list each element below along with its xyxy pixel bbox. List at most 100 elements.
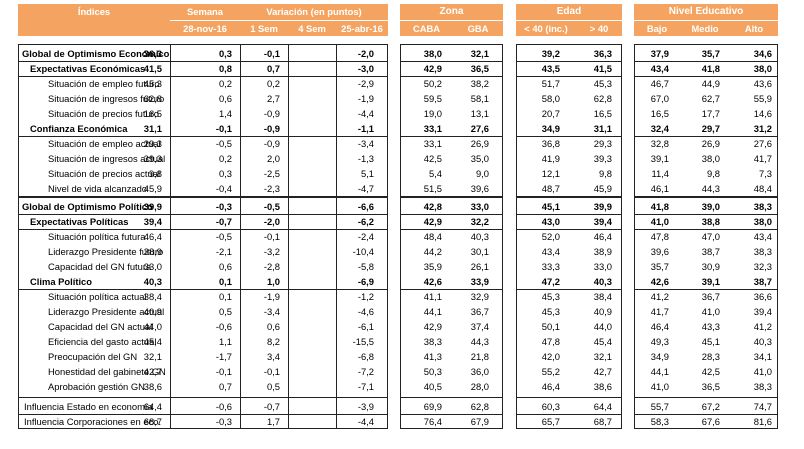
column-divider (240, 44, 241, 197)
cell-bajo: 47,8 (650, 231, 669, 242)
cell-v1: 0,2 (218, 153, 232, 164)
cell-vd: -3,0 (357, 63, 374, 74)
cell-bajo: 46,7 (650, 78, 669, 89)
cell-semana: 29,3 (143, 138, 162, 149)
cell-caba: 42,8 (423, 201, 442, 212)
gba-header: GBA (467, 23, 489, 34)
cell-bajo: 32,8 (650, 138, 669, 149)
cell-gba: 36,7 (470, 306, 489, 317)
edad-header: Edad < 40 (inc.) > 40 (516, 4, 622, 36)
cell-v4: 2,0 (266, 153, 280, 164)
cell-medio: 28,3 (701, 351, 720, 362)
cell-vd: -3,4 (357, 138, 374, 149)
cell-v4: -0,1 (263, 48, 280, 59)
cell-gba: 40,3 (470, 231, 489, 242)
cell-e2: 36,3 (593, 48, 612, 59)
row-label: Situación de ingresos actual (48, 153, 166, 164)
cell-alto: 48,4 (753, 183, 772, 194)
cell-v1: -0,6 (215, 321, 232, 332)
cell-semana: 46,4 (143, 231, 162, 242)
cell-medio: 39,1 (701, 276, 720, 287)
cell-v1: 0,6 (218, 261, 232, 272)
row-separator (400, 289, 503, 290)
cell-semana: 62,8 (143, 93, 162, 104)
cell-v4: 1,0 (266, 276, 280, 287)
cell-gba: 33,9 (470, 276, 489, 287)
cell-medio: 44,3 (701, 183, 720, 194)
cell-e2: 39,9 (593, 201, 612, 212)
cell-caba: 42,9 (423, 63, 442, 74)
section-frame (400, 44, 503, 197)
row-separator (516, 61, 622, 62)
cell-bajo: 42,6 (650, 276, 669, 287)
cell-caba: 42,9 (423, 216, 442, 227)
cell-e2: 68,7 (593, 416, 612, 427)
cell-medio: 9,8 (706, 168, 720, 179)
row-separator (516, 76, 622, 77)
row-separator (516, 414, 622, 415)
cell-alto: 38,3 (753, 246, 772, 257)
cell-semana: 64,4 (143, 401, 162, 412)
cell-bajo: 32,4 (650, 123, 669, 134)
cell-alto: 38,0 (753, 216, 772, 227)
main-header: Índices Semana 28-nov-16 Variación (en p… (18, 4, 388, 36)
cell-gba: 62,8 (470, 401, 489, 412)
cell-medio: 39,0 (701, 201, 720, 212)
edad-title: Edad (556, 6, 582, 17)
cell-e2: 40,9 (593, 306, 612, 317)
cell-vd: -1,1 (357, 123, 374, 134)
date2-header: 25-abr-16 (341, 23, 383, 34)
cell-e2: 64,4 (593, 401, 612, 412)
cell-caba: 69,9 (423, 401, 442, 412)
cell-e2: 44,0 (593, 321, 612, 332)
cell-alto: 38,0 (753, 63, 772, 74)
cell-alto: 7,3 (758, 168, 772, 179)
cell-bajo: 46,1 (650, 183, 669, 194)
cell-gba: 36,0 (470, 366, 489, 377)
cell-alto: 55,9 (753, 93, 772, 104)
edad-block: Edad < 40 (inc.) > 40 (516, 4, 622, 428)
cell-caba: 51,5 (423, 183, 442, 194)
cell-alto: 36,6 (753, 291, 772, 302)
cell-e2: 32,1 (593, 351, 612, 362)
section-frame (634, 397, 778, 429)
cell-alto: 14,6 (753, 108, 772, 119)
cell-e1: 47,2 (541, 276, 560, 287)
cell-gba: 67,9 (470, 416, 489, 427)
row-separator (634, 289, 778, 290)
cell-v4: 0,7 (266, 63, 280, 74)
row-label: Situación de empleo futuro (48, 78, 160, 89)
cell-v1: -0,1 (215, 366, 232, 377)
cell-alto: 40,3 (753, 336, 772, 347)
cell-alto: 41,0 (753, 366, 772, 377)
edad-lt40-header: < 40 (inc.) (524, 23, 568, 34)
row-label: Situación política actual (48, 291, 147, 302)
cell-e2: 9,8 (598, 168, 612, 179)
cell-alto: 74,7 (753, 401, 772, 412)
cell-v4: -0,9 (263, 108, 280, 119)
cell-v1: -1,7 (215, 351, 232, 362)
cell-e1: 46,4 (541, 381, 560, 392)
cell-caba: 19,0 (423, 108, 442, 119)
cell-bajo: 44,1 (650, 366, 669, 377)
nivel-title: Nivel Educativo (668, 6, 744, 17)
cell-v1: -0,1 (215, 123, 232, 134)
cell-e1: 50,1 (541, 321, 560, 332)
cell-gba: 26,9 (470, 138, 489, 149)
cell-caba: 41,3 (423, 351, 442, 362)
cell-bajo: 43,4 (650, 63, 669, 74)
cell-medio: 36,5 (701, 381, 720, 392)
row-label: Confianza Económica (30, 123, 128, 134)
cell-e1: 45,3 (541, 306, 560, 317)
row-separator (634, 136, 778, 137)
cell-medio: 38,0 (701, 153, 720, 164)
cell-e1: 34,9 (541, 123, 560, 134)
cell-semana: 38,4 (143, 291, 162, 302)
row-separator (18, 61, 388, 62)
cell-vd: -1,3 (357, 153, 374, 164)
cell-semana: 45,9 (143, 183, 162, 194)
cell-semana: 33,0 (143, 261, 162, 272)
row-separator (400, 61, 503, 62)
row-label: Situación de precios futuro (48, 108, 160, 119)
cell-vd: -7,2 (357, 366, 374, 377)
